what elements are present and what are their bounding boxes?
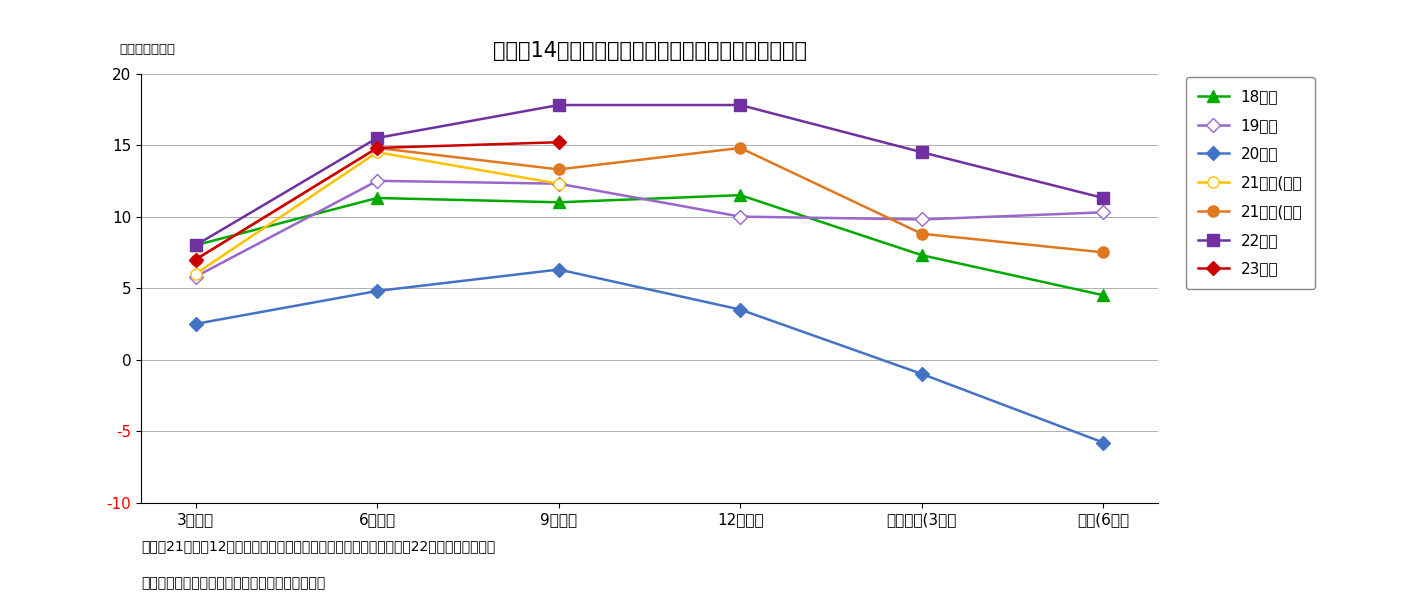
Line: 20年度: 20年度 [191, 265, 1108, 447]
22年度 [551, 101, 568, 109]
22年度 [188, 242, 205, 249]
21年度(新） [188, 256, 205, 263]
Title: （図表14）ソフトウェア投資計画（全規模・全産業）: （図表14）ソフトウェア投資計画（全規模・全産業） [493, 41, 806, 61]
Line: 21年度(新）: 21年度(新） [191, 142, 1108, 265]
20年度 [188, 320, 205, 327]
21年度(新） [551, 166, 568, 173]
23年度 [369, 144, 385, 151]
19年度 [1094, 208, 1111, 216]
18年度 [731, 191, 748, 199]
Line: 23年度: 23年度 [191, 137, 563, 264]
18年度 [188, 242, 205, 249]
22年度 [914, 148, 931, 156]
19年度 [914, 216, 931, 223]
20年度 [369, 287, 385, 295]
Text: （資料）日本銀行「全国企業短期経済観測調査」: （資料）日本銀行「全国企業短期経済観測調査」 [141, 576, 325, 590]
18年度 [369, 194, 385, 202]
Legend: 18年度, 19年度, 20年度, 21年度(旧）, 21年度(新）, 22年度, 23年度: 18年度, 19年度, 20年度, 21年度(旧）, 21年度(新）, 22年度… [1186, 77, 1315, 289]
19年度 [731, 213, 748, 220]
Line: 22年度: 22年度 [191, 99, 1108, 251]
21年度(新） [731, 144, 748, 151]
21年度(新） [914, 230, 931, 237]
20年度 [551, 266, 568, 273]
Line: 18年度: 18年度 [191, 189, 1108, 301]
22年度 [731, 101, 748, 109]
21年度(旧） [188, 270, 205, 278]
18年度 [914, 251, 931, 259]
Line: 21年度(旧）: 21年度(旧） [191, 147, 565, 280]
Text: （前年比：％）: （前年比：％） [120, 44, 175, 56]
Line: 19年度: 19年度 [191, 176, 1108, 281]
21年度(新） [369, 144, 385, 151]
21年度(新） [1094, 249, 1111, 256]
23年度 [551, 139, 568, 146]
20年度 [1094, 439, 1111, 446]
21年度(旧） [369, 148, 385, 156]
22年度 [369, 134, 385, 142]
22年度 [1094, 194, 1111, 202]
20年度 [731, 306, 748, 313]
19年度 [551, 180, 568, 188]
19年度 [188, 273, 205, 280]
18年度 [551, 199, 568, 206]
Text: （注）21年度分12月調査は新旧併記、実績見込み以降は新ベース、22年度分は新ベース: （注）21年度分12月調査は新旧併記、実績見込み以降は新ベース、22年度分は新ベ… [141, 539, 496, 554]
18年度 [1094, 292, 1111, 299]
20年度 [914, 370, 931, 378]
21年度(旧） [551, 180, 568, 188]
23年度 [188, 256, 205, 263]
19年度 [369, 177, 385, 185]
